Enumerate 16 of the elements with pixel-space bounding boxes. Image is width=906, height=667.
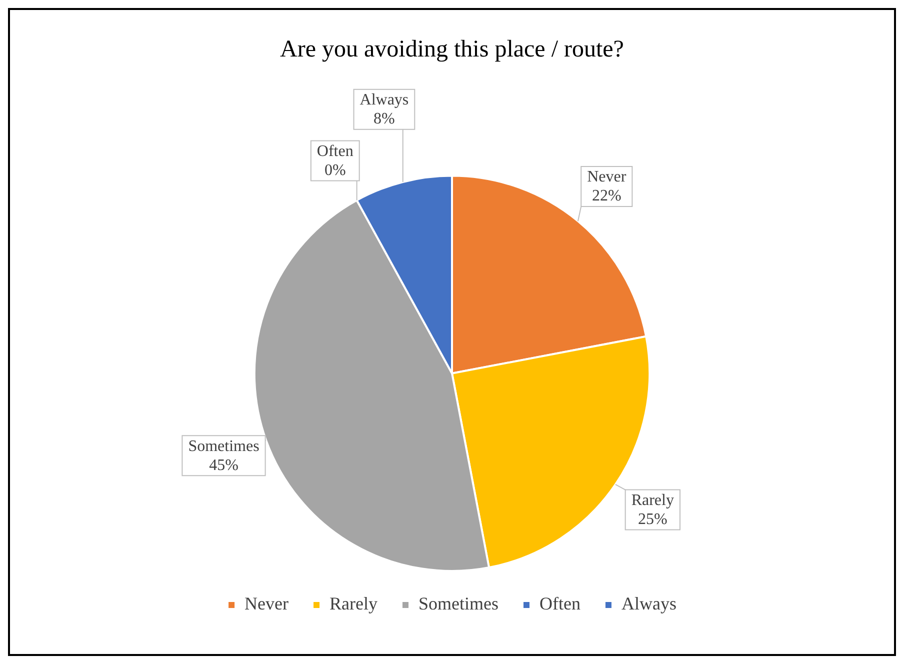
slice-label: Always [360, 92, 409, 109]
legend-label: Sometimes [418, 594, 498, 614]
data-label: 22% [592, 188, 622, 205]
legend-label: Rarely [330, 594, 378, 614]
legend-label: Often [539, 594, 580, 614]
text: 0% [324, 162, 346, 180]
chart-title: Are you avoiding this place / route? [280, 36, 624, 63]
legend-label: Always [621, 594, 676, 614]
slice-label: Sometimes [188, 438, 260, 455]
legend-label: Never [244, 594, 289, 614]
slice-label: Rarely [631, 492, 674, 509]
data-label: 45% [209, 456, 238, 474]
data-label: 25% [638, 510, 668, 528]
data-label: 8% [374, 110, 395, 128]
slice-label: Never [587, 168, 627, 186]
category-label: Often [316, 143, 354, 160]
